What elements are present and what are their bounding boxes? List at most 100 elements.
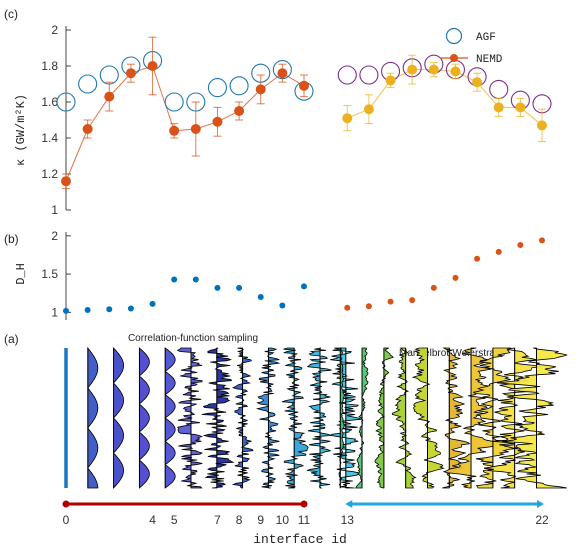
interface-profile-17 (411, 347, 445, 489)
nemd-point (299, 80, 309, 91)
interface-profile-21 (484, 347, 540, 489)
nemd-point (212, 116, 223, 127)
mandelbrot-bar-start (345, 500, 353, 508)
nemd-point (190, 124, 201, 134)
nemd-point (82, 124, 93, 134)
dh-point (127, 305, 134, 312)
nemd-point (169, 125, 180, 136)
interface-tick-label: 13 (341, 513, 355, 527)
nemd-point (450, 66, 461, 77)
dh-axes: 11.52 (41, 229, 71, 320)
dh-point (192, 276, 199, 283)
dh-y-tick-label: 1.5 (41, 267, 58, 281)
interface-group-bars (62, 500, 544, 508)
legend-nemd-label: NEMD (476, 54, 503, 66)
nemd-point (493, 102, 504, 113)
nemd-point (255, 84, 266, 95)
interface-tick-label: 5 (171, 513, 178, 527)
interface-profile-2 (113, 346, 125, 490)
dh-point (452, 274, 459, 281)
dh-point (214, 284, 221, 291)
nemd-point (472, 77, 483, 88)
nemd-point (428, 64, 439, 75)
dh-point (84, 307, 91, 314)
dh-point (236, 284, 243, 291)
dh-point (365, 303, 372, 310)
kappa-panel: (c) κ (GW/m²K) 1 1.2 1.4 1.6 1.8 2 AGF NEMD (4, 7, 552, 217)
interface-tick-label: 4 (149, 513, 156, 527)
interface-profile-22 (496, 347, 568, 489)
interface-tick-label: 7 (214, 513, 221, 527)
nemd-trend-line-mandelbrot (347, 69, 543, 126)
kappa-marks (56, 36, 552, 189)
nemd-point (515, 102, 526, 113)
dh-point (344, 304, 351, 311)
dh-point (301, 283, 307, 290)
nemd-point (234, 106, 245, 116)
dh-point (279, 302, 286, 309)
interface-tick-label: 22 (535, 513, 549, 527)
interface-profile-6 (201, 347, 235, 489)
dh-point (171, 276, 178, 283)
panel-label-b: (b) (4, 232, 19, 246)
kappa-y-tick-label: 1 (51, 203, 58, 217)
interface-tick-label: 0 (63, 513, 70, 527)
nemd-point (277, 68, 288, 79)
interface-axis-label: interface id (253, 532, 347, 547)
agf-point (229, 76, 249, 96)
legend-nemd-marker (450, 54, 458, 62)
legend-agf-label: AGF (476, 32, 496, 44)
dh-point (106, 306, 113, 313)
interface-tick-label: 8 (236, 513, 243, 527)
agf-point (359, 65, 379, 85)
interface-tick-label: 11 (298, 513, 311, 527)
nemd-trend-line-correlation (65, 65, 305, 182)
dh-panel: (b) D_H 11.52 (4, 229, 545, 320)
correlation-group-title: Correlation-function sampling (128, 333, 258, 344)
nemd-point (342, 113, 353, 124)
correlation-bar-end (300, 500, 308, 508)
interface-profile-9 (281, 347, 309, 489)
nemd-point (104, 91, 115, 102)
dh-point (257, 294, 264, 301)
interface-tick-label: 9 (257, 513, 264, 527)
agf-point (337, 65, 357, 85)
dh-point (539, 237, 545, 244)
kappa-axis-label: κ (GW/m²K) (14, 94, 28, 166)
interface-profile-16 (391, 347, 417, 489)
kappa-y-tick-label: 1.2 (41, 167, 58, 181)
agf-point (56, 92, 76, 112)
agf-point (99, 65, 119, 85)
agf-point (489, 79, 509, 99)
nemd-point (363, 104, 374, 115)
interface-profile-5 (176, 347, 203, 489)
kappa-y-tick-label: 2 (51, 23, 58, 37)
agf-point (164, 92, 184, 112)
agf-point (78, 74, 98, 94)
dh-point (430, 284, 437, 291)
dh-point (63, 307, 69, 314)
nemd-point (125, 68, 136, 79)
panel-label-c: (c) (4, 7, 18, 21)
dh-point (409, 297, 416, 304)
dh-point (387, 298, 394, 305)
agf-point (207, 78, 228, 98)
dh-marks (63, 237, 545, 314)
interface-profiles (64, 346, 568, 490)
dh-point (517, 242, 524, 249)
interface-profile-3 (138, 347, 150, 489)
dh-point (149, 300, 156, 307)
interface-profile-10 (306, 347, 332, 489)
interface-axis: 0 4 5 7 8 9 10 11 13 22 interface id (62, 500, 549, 547)
dh-point (474, 255, 481, 262)
dh-y-tick-label: 1 (51, 305, 58, 319)
dh-point (495, 248, 502, 255)
legend-agf-marker (445, 27, 463, 45)
nemd-point (537, 120, 547, 131)
profiles-panel: (a) Correlation-function sampling Mandel… (4, 332, 568, 490)
kappa-y-tick-label: 1.4 (41, 131, 58, 145)
nemd-point (407, 64, 418, 75)
interface-ticks: 0 4 5 7 8 9 10 11 13 22 (63, 513, 549, 527)
kappa-axes: 1 1.2 1.4 1.6 1.8 2 (41, 23, 71, 217)
